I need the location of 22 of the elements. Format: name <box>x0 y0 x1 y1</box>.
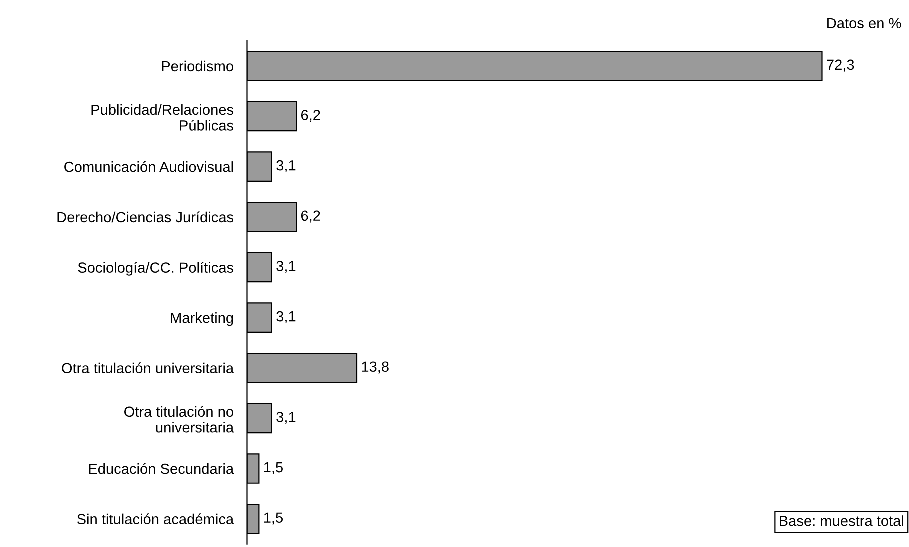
data-label: 6,2 <box>301 110 320 122</box>
y-tick-label: Otra titulación universitaria <box>62 362 234 374</box>
data-label: 13,8 <box>362 362 389 374</box>
data-label: 6,2 <box>301 210 320 223</box>
y-tick-label: Sin titulación académica <box>77 514 234 525</box>
annotation: Base: muestra total <box>780 516 904 526</box>
y-tick-label: Derecho/Ciencias Jurídicas <box>58 212 234 223</box>
text: Datos en % <box>828 18 902 29</box>
y-tick-label: Otra titulación no universitaria <box>124 406 234 433</box>
y-tick-label: Marketing <box>171 312 234 326</box>
y-tick-label: Periodismo <box>162 60 234 72</box>
data-label: 3,1 <box>276 412 296 424</box>
y-tick-label: Comunicación Audiovisual <box>64 161 234 172</box>
data-label: 1,5 <box>264 512 284 525</box>
y-tick-label: Educación Secundaria <box>89 463 234 474</box>
data-label: 1,5 <box>264 462 284 474</box>
data-label: 3,1 <box>276 261 296 274</box>
data-label: 3,1 <box>276 160 296 172</box>
y-tick-label: Publicidad/Relaciones Públicas <box>92 104 234 131</box>
data-label: 3,1 <box>276 311 296 324</box>
y-tick-label: Sociología/CC. Políticas <box>78 262 234 276</box>
data-label: 72,3 <box>827 60 854 72</box>
